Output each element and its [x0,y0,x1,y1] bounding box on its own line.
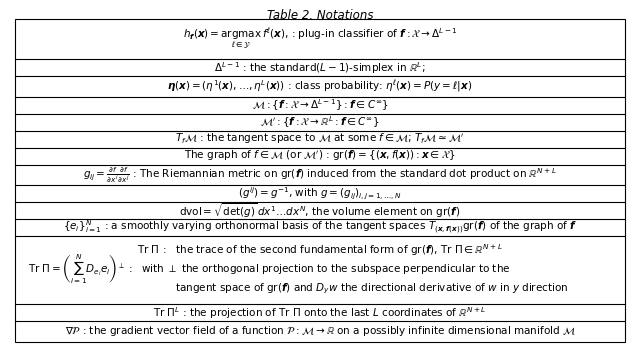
Text: The graph of $f \in \mathcal{M}$ (or $\mathcal{M}'$) : $\mathrm{gr}(\boldsymbol{: The graph of $f \in \mathcal{M}$ (or $\m… [184,149,456,164]
Text: $\mathcal{M}' : \{\boldsymbol{f} : \mathcal{X} \rightarrow \mathbb{R}^{L} : \bol: $\mathcal{M}' : \{\boldsymbol{f} : \math… [260,114,380,130]
Text: $g_{ij} = \frac{\partial f}{\partial x^{i}} \frac{\partial f}{\partial x^{j}}$ :: $g_{ij} = \frac{\partial f}{\partial x^{… [83,165,557,185]
Text: $T_{f}\mathcal{M}$ : the tangent space to $\mathcal{M}$ at some $f \in \mathcal{: $T_{f}\mathcal{M}$ : the tangent space t… [175,132,465,146]
Text: Tr $\Pi^{L}$ : the projection of Tr $\Pi$ onto the last $L$ coordinates of $\mat: Tr $\Pi^{L}$ : the projection of Tr $\Pi… [153,305,487,321]
Text: Tr $\Pi = \left(\sum_{i=1}^{N} D_{e_i} e_i\right)^{\perp}$ :   with $\perp$ the : Tr $\Pi = \left(\sum_{i=1}^{N} D_{e_i} e… [28,253,510,286]
Text: $\mathcal{M} : \{\boldsymbol{f} : \mathcal{X} \rightarrow \Delta^{L-1}\} : \bold: $\mathcal{M} : \{\boldsymbol{f} : \mathc… [252,97,388,113]
Text: $h_{\boldsymbol{f}}(\boldsymbol{x}) = \underset{\ell \in \mathcal{Y}}{\mathrm{ar: $h_{\boldsymbol{f}}(\boldsymbol{x}) = \u… [182,27,458,51]
Text: $(g^{ij}) = g^{-1}$, with $g = (g_{ij})_{i,j=1,\ldots,N}$: $(g^{ij}) = g^{-1}$, with $g = (g_{ij})_… [238,185,402,201]
Text: Tr $\Pi$ :   the trace of the second fundamental form of $\mathrm{gr}(\boldsymbo: Tr $\Pi$ : the trace of the second funda… [137,242,503,258]
Text: $\boldsymbol{\eta}(\boldsymbol{x}) = (\eta^{1}(\boldsymbol{x}), \ldots, \eta^{L}: $\boldsymbol{\eta}(\boldsymbol{x}) = (\e… [168,79,472,94]
Text: $\Delta^{L-1}$ : the standard$(L-1)$-simplex in $\mathbb{R}^{L}$;: $\Delta^{L-1}$ : the standard$(L-1)$-sim… [214,60,426,76]
Text: $\nabla \mathcal{P}$ : the gradient vector field of a function $\mathcal{P} : \m: $\nabla \mathcal{P}$ : the gradient vect… [65,324,575,338]
Text: $\quad\quad\quad\quad\quad\quad\quad\quad\quad\quad$ tangent space of $\mathrm{g: $\quad\quad\quad\quad\quad\quad\quad\qua… [71,282,569,296]
Text: Table 2. Notations: Table 2. Notations [267,9,373,22]
Text: $\mathrm{dvol} = \sqrt{\det(g)}\, dx^{1} \ldots dx^{N}$, the volume element on $: $\mathrm{dvol} = \sqrt{\det(g)}\, dx^{1}… [179,201,461,220]
Text: $\{e_i\}_{i=1}^{N}$ : a smoothly varying orthonormal basis of the tangent spaces: $\{e_i\}_{i=1}^{N}$ : a smoothly varying… [63,219,577,236]
